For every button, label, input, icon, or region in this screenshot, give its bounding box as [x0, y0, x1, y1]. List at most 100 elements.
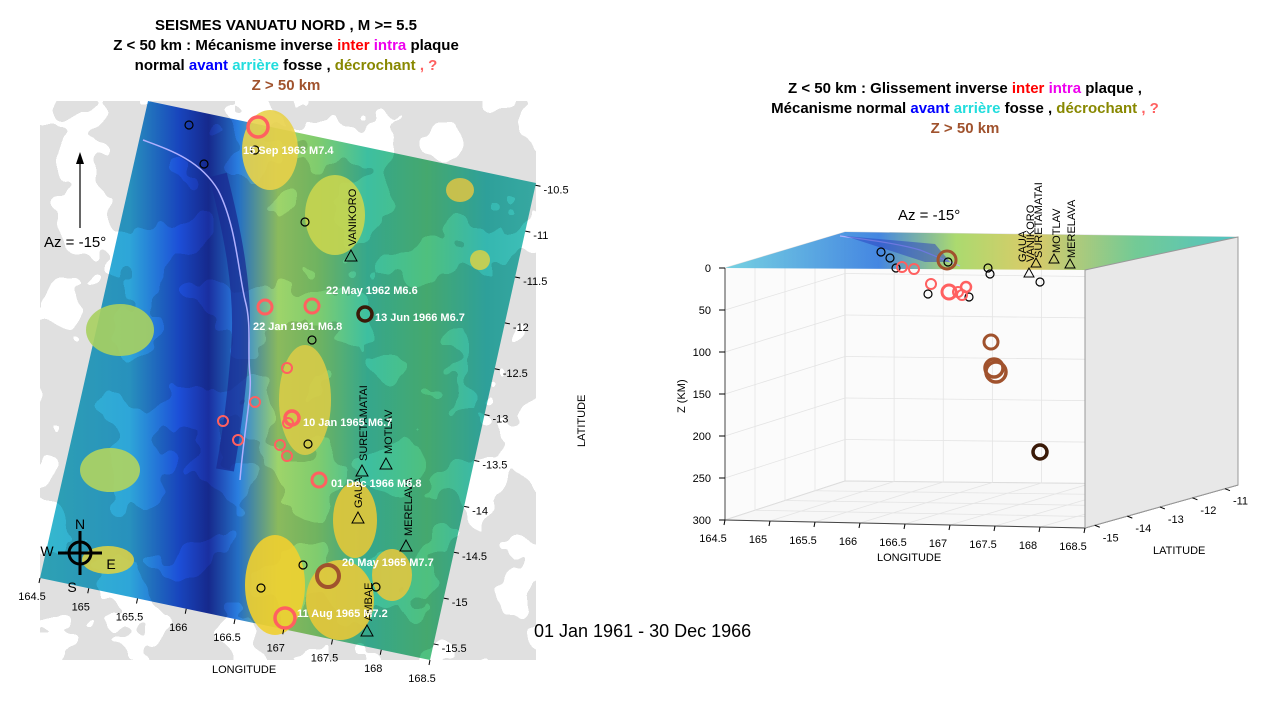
right-title-block: Z < 50 km : Glissement inverse inter int… [771, 80, 1159, 137]
station-label: VANIKORO [1025, 204, 1037, 262]
earthquake-marker [983, 263, 993, 273]
station-motlav: MOTLAV [379, 409, 395, 470]
earthquake-marker [876, 247, 886, 257]
earthquake-marker [250, 145, 260, 155]
earthquake-marker [256, 298, 274, 316]
tick-mark [136, 598, 138, 604]
left-longitude-ticks: 164.5 165 165.5 166 166.5 167 167.5 168 168.5 [18, 577, 436, 685]
tick-label: -11 [533, 230, 548, 242]
right-xlabel: LONGITUDE [877, 552, 941, 564]
right-longitude-ticks: 164.5 165 165.5 166 166.5 167 167.5 168 168.5 [699, 519, 1087, 553]
event-label: 22 Jan 1961 M6.8 [253, 321, 342, 333]
tick-label: -13 [1168, 514, 1184, 526]
earthquake-marker [184, 120, 194, 130]
tick-label: -11 [1233, 496, 1248, 508]
station-label: MOTLAV [383, 409, 395, 454]
station-suretamatai: SURETAMATAI [355, 385, 370, 477]
tick-label: -13.5 [482, 459, 507, 471]
title-segment: plaque [410, 37, 458, 54]
right-latitude-ticks: -15 -14 -13 -12 -11 [1094, 488, 1248, 544]
tick-mark [813, 521, 816, 528]
station-label: AMBAE [363, 582, 375, 621]
shallow-areas [80, 110, 490, 640]
title-segment: Z > 50 km [252, 77, 321, 94]
earthquake-marker [315, 563, 341, 589]
earthquake-marker [1031, 443, 1049, 461]
earthquake-marker [300, 217, 310, 227]
title-segment: fosse , [283, 57, 335, 74]
tick-label: 168 [364, 663, 382, 675]
tick-mark [87, 588, 90, 594]
title-segment: Z > 50 km [931, 120, 1000, 137]
title-segment: plaque , [1085, 80, 1142, 97]
left-title-line: Z > 50 km [252, 77, 321, 94]
station-label: VANIKORO [347, 188, 359, 246]
tick-label: 165.5 [789, 535, 817, 547]
title-segment: , ? [420, 57, 438, 74]
earthquake-marker [199, 159, 209, 169]
title-segment: inter [1012, 80, 1049, 97]
earthquake-marker [281, 450, 293, 462]
tick-label: 167 [929, 538, 947, 550]
title-segment: avant [189, 57, 232, 74]
station-label: MOTLAV [1051, 208, 1063, 253]
right-z-ticks: 0 50 100 150 200 250 300 [693, 263, 725, 527]
event-label: 11 Aug 1965 M7.2 [297, 608, 388, 620]
station-label: MERELAVA [1066, 199, 1078, 258]
earthquake-marker [956, 289, 968, 301]
station-vanikoro: VANIKORO [344, 188, 359, 262]
left-xlabel: LONGITUDE [212, 664, 276, 676]
title-segment: fosse , [1005, 100, 1057, 117]
tick-label: 168 [1019, 540, 1037, 552]
earthquake-marker [249, 396, 261, 408]
title-segment: , ? [1141, 100, 1159, 117]
title-segment: Mécanisme normal [771, 100, 910, 117]
tick-mark [484, 414, 490, 417]
tick-mark [1159, 506, 1166, 510]
tick-label: -14 [1135, 523, 1151, 535]
station-label: GAUA [353, 476, 365, 508]
earthquake-marker [371, 582, 381, 592]
earthquake-marker [1035, 277, 1045, 287]
tick-label: 165 [749, 534, 767, 546]
earthquake-marker [232, 434, 244, 446]
tick-mark [331, 639, 333, 645]
earthquake-marker [356, 305, 374, 323]
tick-mark [504, 322, 511, 325]
title-segment: Z < 50 km : Mécanisme inverse [113, 37, 337, 54]
trench [142, 139, 252, 481]
tick-label: -14.5 [462, 551, 487, 563]
earthquake-marker [885, 253, 895, 263]
right-title-line: Z > 50 km [931, 120, 1000, 137]
title-segment: SEISMES VANUATU NORD , M >= 5.5 [155, 17, 417, 34]
compass-e: E [106, 556, 115, 572]
event-label: 20 May 1965 M7.7 [342, 557, 434, 569]
tick-label: 165.5 [116, 612, 144, 624]
station-vanikoro: VANIKORO [1023, 204, 1037, 278]
right-title-line: Mécanisme normal avant arrière fosse , d… [771, 100, 1159, 117]
title-segment: normal [135, 57, 189, 74]
tick-mark [494, 368, 500, 371]
tick-mark [184, 608, 187, 614]
tick-label: 168.5 [408, 673, 436, 685]
compass-s: S [67, 579, 76, 595]
compass-n: N [75, 516, 85, 532]
earthquake-marker [925, 278, 937, 290]
tick-label: 166.5 [879, 537, 907, 549]
tick-mark [525, 230, 531, 233]
tick-mark [1192, 497, 1198, 501]
tick-label: 200 [693, 431, 711, 443]
tick-mark [443, 597, 449, 600]
earthquake-marker [298, 560, 308, 570]
earthquake-marker [310, 471, 328, 489]
tick-mark [1038, 526, 1041, 533]
tick-label: 300 [693, 515, 711, 527]
right-stations: VANIKORO SURETAMATAI MOTLAV MERELAVA GAU… [1017, 182, 1078, 278]
title-segment: décrochant [1056, 100, 1141, 117]
right-zlabel: Z (KM) [676, 379, 688, 413]
tick-mark [1094, 524, 1100, 528]
compass-w: W [40, 543, 54, 559]
tick-label: 250 [693, 473, 711, 485]
station-label: SURETAMATAI [358, 385, 370, 461]
